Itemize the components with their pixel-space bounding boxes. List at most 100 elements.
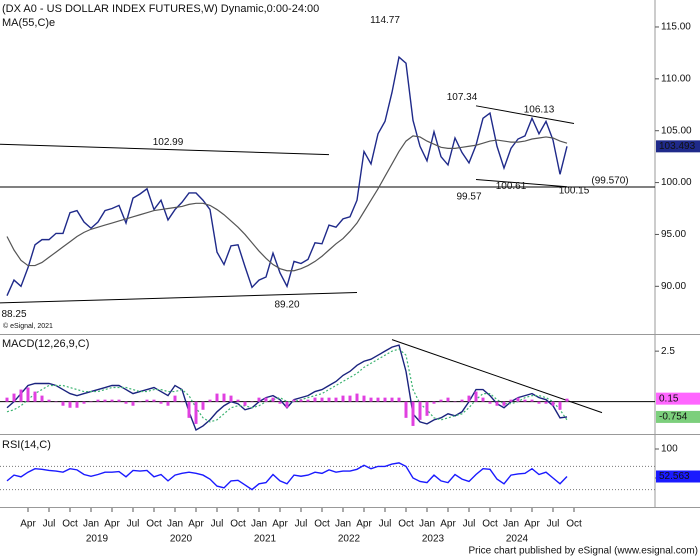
histogram-bar (418, 401, 422, 420)
x-tick-label: Apr (440, 519, 456, 530)
histogram-bar (131, 401, 135, 406)
histogram-bar (313, 397, 317, 402)
x-tick-label: Apr (356, 519, 372, 530)
histogram-bar (481, 397, 485, 402)
histogram-bar (334, 397, 338, 402)
histogram-bar (61, 401, 65, 406)
macd-title: MACD(12,26,9,C) (2, 338, 89, 350)
series-line (6, 135, 568, 272)
y-tick-label: 100.00 (661, 177, 692, 188)
histogram-bar (187, 401, 191, 418)
annotation: 100.15 (559, 186, 590, 197)
x-tick-label: Jan (83, 519, 99, 530)
level-label: (99.570) (591, 176, 628, 187)
histogram-bar (453, 401, 457, 403)
histogram-bar (425, 401, 429, 416)
histogram-bar (544, 401, 548, 404)
x-tick-label: Apr (524, 519, 540, 530)
histogram-bar (530, 399, 534, 402)
histogram-bar (467, 395, 471, 402)
value-badge (656, 392, 700, 405)
x-tick-label: Jan (335, 519, 351, 530)
x-tick-label: Jul (43, 519, 56, 530)
x-tick-label: Oct (146, 519, 162, 530)
year-label: 2020 (170, 534, 193, 545)
histogram-bar (82, 401, 86, 404)
histogram-bar (551, 401, 555, 406)
histogram-bar (390, 397, 394, 402)
histogram-bar (54, 401, 58, 403)
x-tick-label: Apr (188, 519, 204, 530)
pane (0, 55, 655, 304)
pane (0, 339, 655, 431)
histogram-bar (19, 389, 23, 402)
value-badge-label: 52.563 (659, 471, 690, 482)
series-line (6, 55, 568, 296)
annotation: 107.34 (447, 92, 478, 103)
histogram-bar (173, 395, 177, 402)
histogram-bar (320, 397, 324, 402)
year-label: 2024 (506, 534, 529, 545)
y-tick-label: 2.5 (661, 346, 675, 357)
histogram-bar (411, 401, 415, 426)
histogram-bar (75, 401, 79, 408)
x-tick-label: Apr (20, 519, 36, 530)
histogram-bar (404, 401, 408, 418)
histogram-bar (264, 397, 268, 402)
x-tick-label: Oct (482, 519, 498, 530)
y-tick-label: 100 (661, 444, 678, 455)
histogram-bar (348, 395, 352, 402)
year-label: 2023 (422, 534, 445, 545)
annotation: 89.20 (274, 299, 299, 310)
histogram-bar (124, 401, 128, 404)
histogram-bar (159, 401, 163, 404)
histogram-bar (397, 397, 401, 402)
histogram-bar (180, 401, 184, 403)
value-badge (656, 140, 700, 153)
value-badge (656, 410, 700, 423)
histogram-bar (341, 395, 345, 402)
histogram-bar (12, 393, 16, 402)
histogram-bar (33, 391, 37, 402)
trend-line (0, 292, 358, 304)
x-tick-label: Oct (62, 519, 78, 530)
y-tick-label: 105.00 (661, 125, 692, 136)
x-tick-label: Apr (104, 519, 120, 530)
x-tick-label: Oct (314, 519, 330, 530)
x-tick-label: Jul (127, 519, 140, 530)
ma-label: MA(55,C)e (2, 17, 55, 29)
histogram-bar (222, 393, 226, 402)
histogram-bar (138, 401, 142, 403)
histogram-bar (68, 401, 72, 408)
histogram-bar (5, 397, 9, 402)
x-tick-label: Jul (379, 519, 392, 530)
x-tick-label: Jan (251, 519, 267, 530)
series-line (6, 462, 568, 491)
y-tick-label: 115.00 (661, 22, 691, 33)
annotation: 102.99 (153, 137, 184, 148)
histogram-bar (460, 399, 464, 402)
histogram-bar (103, 399, 107, 402)
trend-line (0, 143, 330, 156)
histogram-bar (250, 401, 254, 403)
trend-line (475, 178, 568, 188)
histogram-bar (278, 401, 282, 404)
histogram-bar (502, 401, 506, 406)
histogram-bar (285, 401, 289, 408)
histogram-bar (201, 401, 205, 410)
y-tick-label: 110.00 (661, 73, 691, 84)
histogram-bar (117, 399, 121, 402)
x-tick-label: Apr (272, 519, 288, 530)
histogram-bar (383, 397, 387, 402)
value-badge-label: 103.493 (659, 141, 696, 152)
value-badge-label: 0.15 (659, 393, 679, 404)
year-label: 2019 (86, 534, 109, 545)
x-tick-label: Jan (503, 519, 519, 530)
copyright: © eSignal, 2021 (3, 322, 53, 330)
histogram-bar (271, 397, 275, 402)
histogram-bar (26, 387, 30, 402)
histogram-bar (257, 397, 261, 402)
histogram-bar (516, 397, 520, 402)
